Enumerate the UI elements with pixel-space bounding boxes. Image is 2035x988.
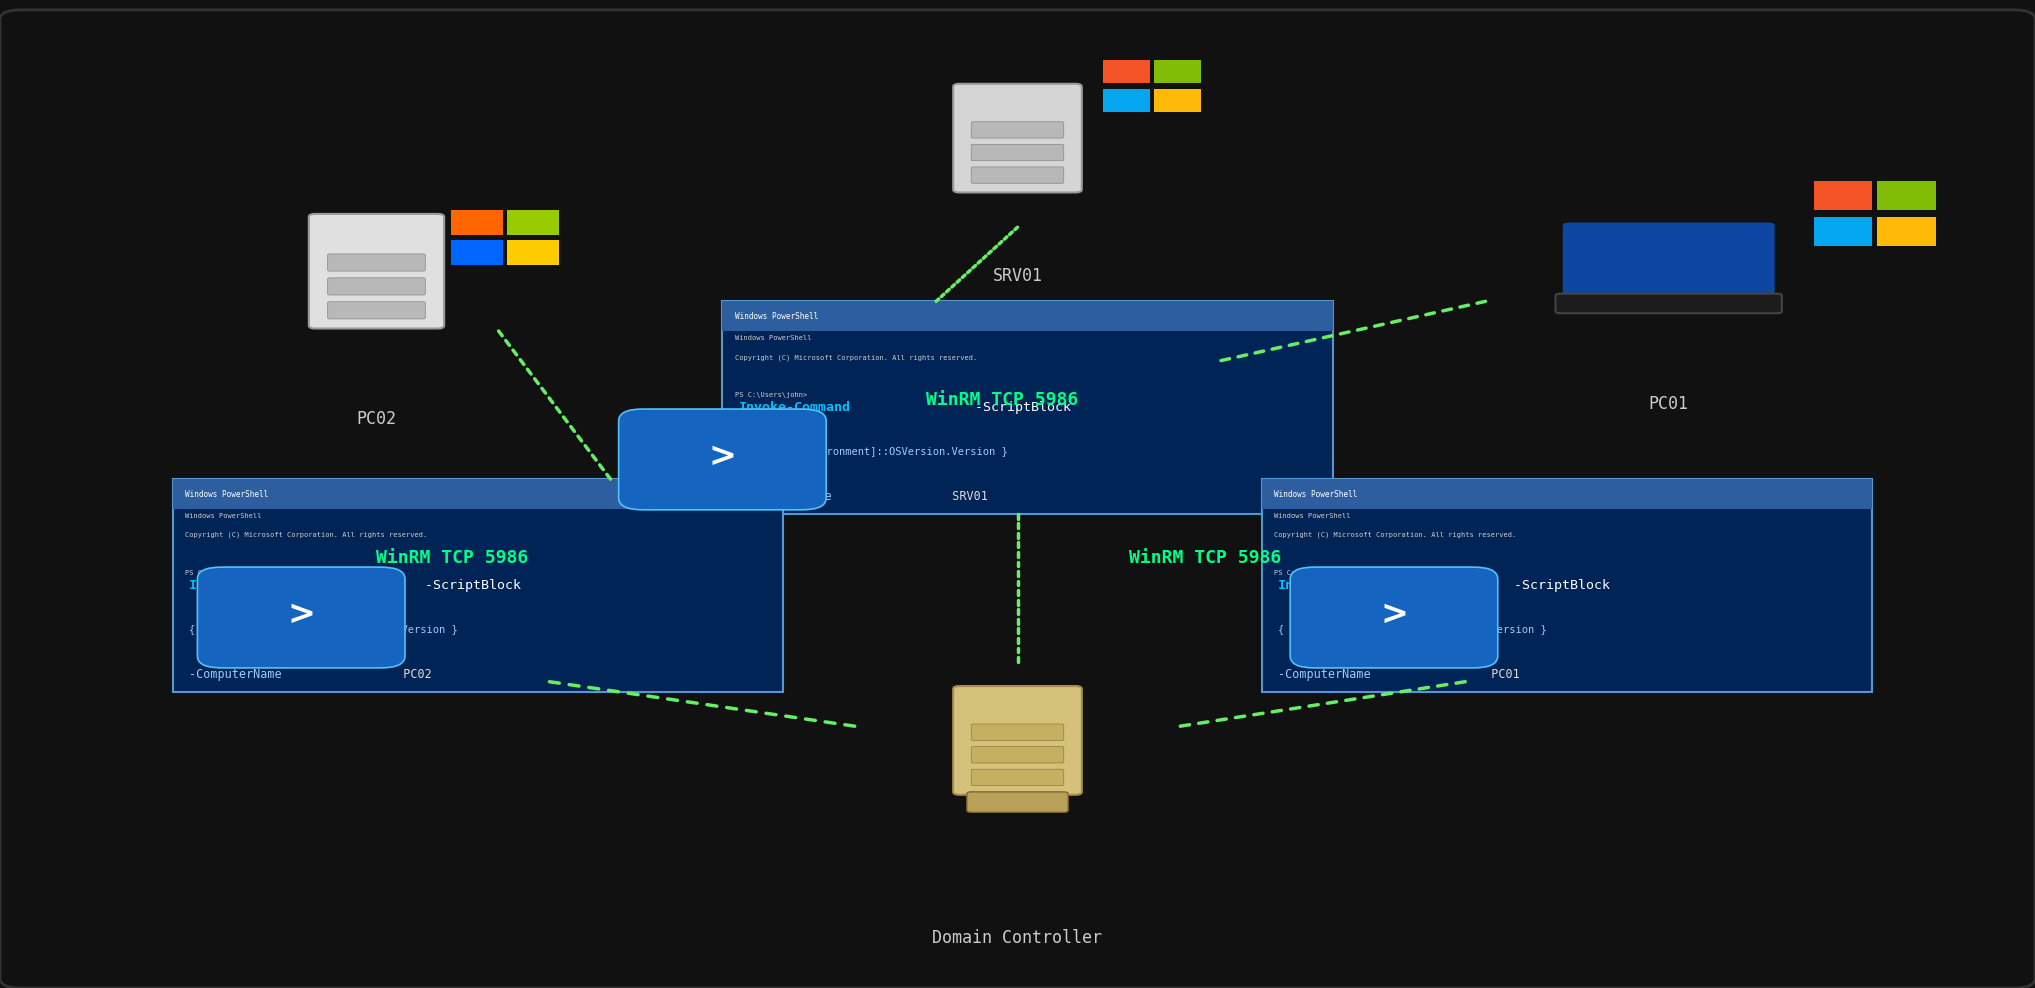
Text: -ScriptBlock: -ScriptBlock bbox=[1506, 579, 1610, 592]
FancyBboxPatch shape bbox=[173, 479, 783, 692]
Text: Windows PowerShell: Windows PowerShell bbox=[185, 489, 269, 499]
FancyBboxPatch shape bbox=[507, 240, 560, 266]
FancyBboxPatch shape bbox=[0, 10, 2035, 988]
FancyBboxPatch shape bbox=[507, 210, 560, 235]
Text: Copyright (C) Microsoft Corporation. All rights reserved.: Copyright (C) Microsoft Corporation. All… bbox=[185, 532, 427, 538]
Text: -ScriptBlock: -ScriptBlock bbox=[417, 579, 521, 592]
Text: Invoke-Command: Invoke-Command bbox=[189, 579, 301, 592]
FancyBboxPatch shape bbox=[971, 747, 1064, 763]
FancyBboxPatch shape bbox=[971, 122, 1064, 138]
FancyBboxPatch shape bbox=[328, 254, 425, 271]
Text: PC02: PC02 bbox=[356, 410, 397, 428]
FancyBboxPatch shape bbox=[173, 479, 783, 509]
FancyBboxPatch shape bbox=[1555, 293, 1783, 313]
FancyBboxPatch shape bbox=[967, 791, 1068, 812]
Text: PS C:\Users\john>: PS C:\Users\john> bbox=[185, 570, 258, 576]
Text: >: > bbox=[708, 441, 737, 473]
Text: Copyright (C) Microsoft Corporation. All rights reserved.: Copyright (C) Microsoft Corporation. All… bbox=[735, 354, 977, 361]
FancyBboxPatch shape bbox=[971, 770, 1064, 785]
FancyBboxPatch shape bbox=[1262, 479, 1872, 692]
Text: WinRM TCP 5986: WinRM TCP 5986 bbox=[1129, 549, 1282, 567]
Text: { [System.Environment]::OSVersion.Version }: { [System.Environment]::OSVersion.Versio… bbox=[739, 448, 1007, 457]
FancyBboxPatch shape bbox=[1878, 182, 1935, 209]
Text: { [System.Environment]::OSVersion.Version }: { [System.Environment]::OSVersion.Versio… bbox=[1278, 625, 1547, 635]
FancyBboxPatch shape bbox=[1154, 60, 1201, 83]
FancyBboxPatch shape bbox=[971, 167, 1064, 184]
FancyBboxPatch shape bbox=[328, 301, 425, 319]
FancyBboxPatch shape bbox=[952, 84, 1083, 193]
FancyBboxPatch shape bbox=[1154, 89, 1201, 112]
Text: Windows PowerShell: Windows PowerShell bbox=[735, 335, 812, 341]
Text: >: > bbox=[1380, 599, 1408, 631]
Text: Windows PowerShell: Windows PowerShell bbox=[1274, 513, 1351, 519]
FancyBboxPatch shape bbox=[1262, 479, 1872, 509]
FancyBboxPatch shape bbox=[619, 409, 826, 510]
Text: WinRM TCP 5986: WinRM TCP 5986 bbox=[376, 549, 529, 567]
Text: Invoke-Command: Invoke-Command bbox=[739, 401, 851, 414]
Text: SRV01: SRV01 bbox=[993, 267, 1042, 285]
Text: Windows PowerShell: Windows PowerShell bbox=[185, 513, 263, 519]
Text: >: > bbox=[287, 599, 315, 631]
Text: Copyright (C) Microsoft Corporation. All rights reserved.: Copyright (C) Microsoft Corporation. All… bbox=[1274, 532, 1516, 538]
Text: Windows PowerShell: Windows PowerShell bbox=[735, 311, 818, 321]
Text: PC02: PC02 bbox=[389, 668, 431, 681]
FancyBboxPatch shape bbox=[452, 240, 503, 266]
FancyBboxPatch shape bbox=[309, 214, 444, 329]
FancyBboxPatch shape bbox=[328, 278, 425, 295]
FancyBboxPatch shape bbox=[971, 144, 1064, 161]
Text: -ComputerName: -ComputerName bbox=[739, 490, 832, 503]
FancyBboxPatch shape bbox=[1878, 217, 1935, 246]
Text: PC01: PC01 bbox=[1477, 668, 1520, 681]
Text: -ComputerName: -ComputerName bbox=[189, 668, 283, 681]
FancyBboxPatch shape bbox=[197, 567, 405, 668]
FancyBboxPatch shape bbox=[722, 301, 1333, 331]
FancyBboxPatch shape bbox=[722, 301, 1333, 514]
Text: PS C:\Users\john>: PS C:\Users\john> bbox=[1274, 570, 1347, 576]
Text: PC01: PC01 bbox=[1648, 395, 1689, 413]
FancyBboxPatch shape bbox=[1561, 221, 1777, 299]
Text: Windows PowerShell: Windows PowerShell bbox=[1274, 489, 1357, 499]
FancyBboxPatch shape bbox=[952, 686, 1083, 794]
FancyBboxPatch shape bbox=[1813, 182, 1872, 209]
FancyBboxPatch shape bbox=[452, 210, 503, 235]
Text: -ComputerName: -ComputerName bbox=[1278, 668, 1372, 681]
FancyBboxPatch shape bbox=[1103, 60, 1150, 83]
Text: Domain Controller: Domain Controller bbox=[932, 929, 1103, 947]
Text: -ScriptBlock: -ScriptBlock bbox=[967, 401, 1070, 414]
FancyBboxPatch shape bbox=[1103, 89, 1150, 112]
Text: WinRM TCP 5986: WinRM TCP 5986 bbox=[926, 391, 1079, 409]
FancyBboxPatch shape bbox=[1290, 567, 1498, 668]
FancyBboxPatch shape bbox=[1813, 217, 1872, 246]
Text: SRV01: SRV01 bbox=[938, 490, 989, 503]
Text: Invoke-Command: Invoke-Command bbox=[1278, 579, 1390, 592]
Text: { [System.Environment]::OSVersion.Version }: { [System.Environment]::OSVersion.Versio… bbox=[189, 625, 458, 635]
FancyBboxPatch shape bbox=[971, 724, 1064, 740]
Text: PS C:\Users\john>: PS C:\Users\john> bbox=[735, 392, 808, 398]
